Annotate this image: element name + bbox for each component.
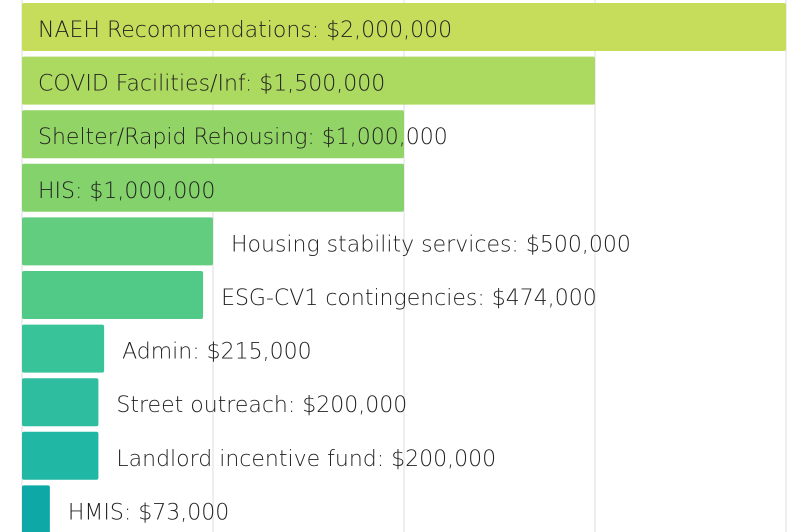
bar <box>22 3 786 51</box>
bar-label: Shelter/Rapid Rehousing: $1,000,000 <box>38 125 448 150</box>
bar <box>22 485 50 532</box>
bar <box>22 217 213 266</box>
bar <box>22 110 404 159</box>
bar-label: Landlord incentive fund: $200,000 <box>116 447 496 472</box>
bar-label: ESG-CV1 contingencies: $474,000 <box>221 286 597 311</box>
bar-label: HIS: $1,000,000 <box>38 179 215 204</box>
bar-label: NAEH Recommendations: $2,000,000 <box>38 18 452 43</box>
bar-label: Street outreach: $200,000 <box>116 393 407 418</box>
bar <box>22 271 204 319</box>
bar-label: Housing stability services: $500,000 <box>231 232 631 257</box>
bar <box>22 378 99 427</box>
bar <box>22 431 99 480</box>
bar-label: HMIS: $73,000 <box>68 500 229 525</box>
bar-label: COVID Facilities/Inf: $1,500,000 <box>38 72 385 97</box>
bar <box>22 324 105 373</box>
bar <box>22 163 404 212</box>
bar-label: Admin: $215,000 <box>122 340 312 365</box>
bar <box>22 56 595 105</box>
